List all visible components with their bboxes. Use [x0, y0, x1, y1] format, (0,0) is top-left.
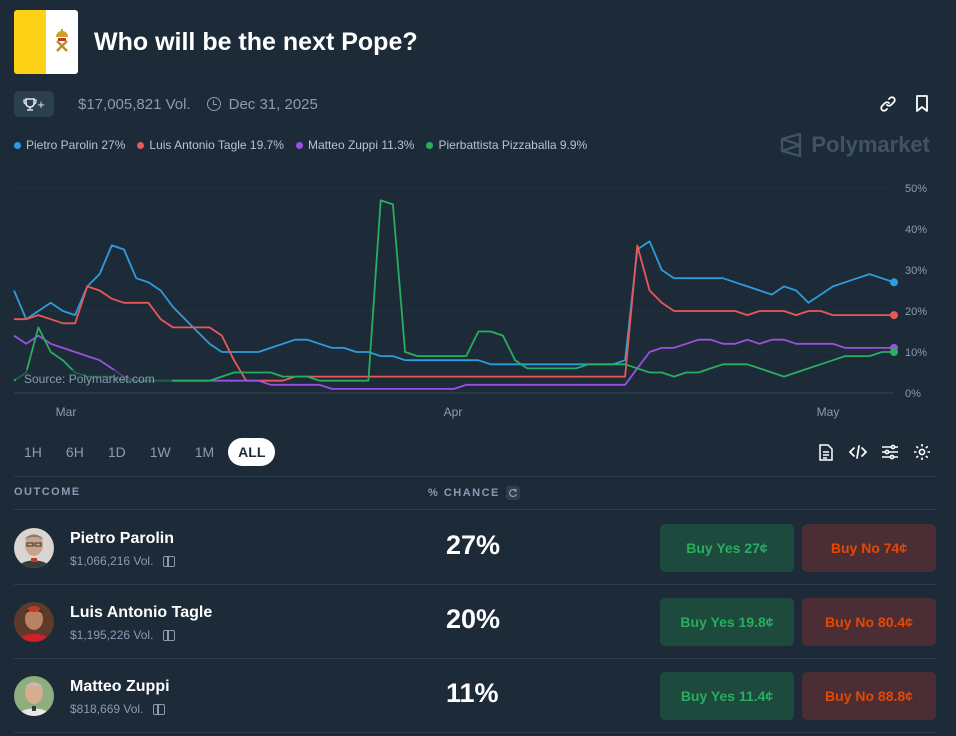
- legend-label: Luis Antonio Tagle 19.7%: [149, 138, 284, 152]
- legend-dot: [14, 141, 21, 149]
- divider: [14, 509, 936, 510]
- series-end-dot: [890, 348, 898, 356]
- y-tick-label: 50%: [905, 183, 927, 195]
- trophy-button[interactable]: +: [14, 91, 54, 117]
- range-6h[interactable]: 6H: [65, 444, 84, 460]
- range-1w[interactable]: 1W: [149, 444, 171, 460]
- market-meta: + $17,005,821 Vol. Dec 31, 2025: [14, 91, 318, 117]
- legend-dot: [137, 141, 145, 149]
- outcome-row-tagle[interactable]: Luis Antonio Tagle $1,195,226 Vol. 20% B…: [14, 584, 936, 658]
- embed-code-icon[interactable]: [848, 442, 868, 462]
- legend-label: Pietro Parolin 27%: [26, 138, 126, 152]
- outcome-volume-line: $1,066,216 Vol.: [70, 554, 176, 568]
- legend-label: Matteo Zuppi 11.3%: [307, 138, 415, 152]
- buy-no-button[interactable]: Buy No 88.8¢: [802, 672, 936, 720]
- divider: [14, 732, 936, 733]
- divider: [14, 476, 936, 477]
- outcome-volume: $818,669 Vol.: [70, 702, 144, 716]
- outcome-name: Matteo Zuppi: [70, 678, 170, 695]
- sliders-icon[interactable]: [880, 442, 900, 462]
- market-actions: [878, 94, 932, 114]
- trophy-plus: +: [37, 96, 45, 112]
- outcome-column-header: OUTCOME: [14, 486, 81, 498]
- outcome-volume-line: $818,669 Vol.: [70, 702, 166, 716]
- market-header: Who will be the next Pope?: [14, 10, 418, 74]
- market-title: Who will be the next Pope?: [94, 27, 418, 56]
- series-line: [13, 240, 895, 366]
- buy-yes-button[interactable]: Buy Yes 11.4¢: [660, 672, 794, 720]
- source-label-bg: [16, 370, 172, 387]
- legend-item-tagle: Luis Antonio Tagle 19.7%: [137, 138, 284, 152]
- outcome-volume: $1,195,226 Vol.: [70, 628, 154, 642]
- series-end-dot: [890, 278, 898, 287]
- refresh-icon[interactable]: [505, 486, 520, 500]
- outcome-volume: $1,066,216 Vol.: [70, 554, 154, 568]
- buy-no-button[interactable]: Buy No 80.4¢: [802, 598, 936, 646]
- polymarket-logo-icon: [781, 132, 802, 158]
- y-tick-label: 10%: [905, 347, 927, 359]
- y-tick-label: 30%: [905, 265, 927, 277]
- settings-gear-icon[interactable]: [912, 442, 932, 462]
- vatican-flag-image: [14, 10, 78, 74]
- gift-icon[interactable]: [163, 555, 176, 567]
- avatar-zuppi: [14, 676, 54, 716]
- chance-column-label: % CHANCE: [428, 487, 500, 499]
- series-end-dot: [890, 311, 898, 320]
- price-history-chart[interactable]: 50% 40% 30% 20% 10% 0% Mar Apr May Source: Polyma…: [0, 178, 956, 428]
- market-volume: $17,005,821 Vol.: [78, 95, 191, 113]
- market-end-date: Dec 31, 2025: [228, 95, 318, 113]
- divider: [14, 658, 936, 659]
- legend-item-pizzaballa: Pierbattista Pizzaballa 9.9%: [426, 138, 587, 152]
- y-tick-label: 40%: [905, 224, 927, 236]
- brand-name: Polymarket: [811, 132, 930, 157]
- range-1m[interactable]: 1M: [194, 444, 215, 460]
- polymarket-logo: Polymarket: [779, 132, 930, 158]
- x-tick-label: May: [817, 405, 840, 419]
- outcome-row-zuppi[interactable]: Matteo Zuppi $818,669 Vol. 11% Buy Yes 1…: [14, 658, 936, 732]
- x-tick-label: Apr: [444, 405, 463, 419]
- series-line: [14, 244, 894, 382]
- legend-item-parolin: Pietro Parolin 27%: [14, 138, 125, 152]
- legend-dot: [426, 141, 434, 149]
- source-label: Source: Polymarket.com: [24, 372, 155, 386]
- range-all[interactable]: ALL: [228, 438, 276, 466]
- range-1h[interactable]: 1H: [24, 444, 42, 460]
- document-icon[interactable]: [816, 442, 836, 462]
- gift-icon[interactable]: [163, 629, 176, 641]
- outcome-chance: 27%: [446, 530, 501, 560]
- x-tick-label: Mar: [56, 405, 77, 419]
- outcome-name: Luis Antonio Tagle: [70, 604, 213, 621]
- chart-tools: [816, 442, 932, 462]
- legend-dot: [295, 141, 303, 149]
- clock-icon: [206, 97, 221, 111]
- avatar-tagle: [14, 602, 54, 642]
- outcome-chance: 11%: [446, 678, 499, 708]
- y-tick-label: 20%: [905, 306, 927, 318]
- buy-yes-button[interactable]: Buy Yes 27¢: [660, 524, 794, 572]
- chart-legend: Pietro Parolin 27% Luis Antonio Tagle 19…: [14, 138, 587, 152]
- avatar-parolin: [14, 528, 54, 568]
- legend-item-zuppi: Matteo Zuppi 11.3%: [295, 138, 415, 152]
- bookmark-icon[interactable]: [912, 94, 932, 114]
- divider: [14, 584, 936, 585]
- link-icon[interactable]: [878, 94, 898, 114]
- y-tick-label: 0%: [905, 388, 921, 400]
- chance-column-header: % CHANCE: [428, 486, 520, 500]
- outcome-volume-line: $1,195,226 Vol.: [70, 628, 176, 642]
- trophy-icon: [23, 97, 37, 111]
- range-1d[interactable]: 1D: [107, 444, 126, 460]
- outcome-row-parolin[interactable]: Pietro Parolin $1,066,216 Vol. 27% Buy Y…: [14, 510, 936, 584]
- gift-icon[interactable]: [153, 703, 166, 715]
- legend-label: Pierbattista Pizzaballa 9.9%: [438, 138, 588, 152]
- time-range-selector: 1H 6H 1D 1W 1M ALL: [14, 438, 276, 466]
- outcome-name: Pietro Parolin: [70, 530, 175, 547]
- outcome-chance: 20%: [446, 604, 501, 634]
- buy-yes-button[interactable]: Buy Yes 19.8¢: [660, 598, 794, 646]
- buy-no-button[interactable]: Buy No 74¢: [802, 524, 936, 572]
